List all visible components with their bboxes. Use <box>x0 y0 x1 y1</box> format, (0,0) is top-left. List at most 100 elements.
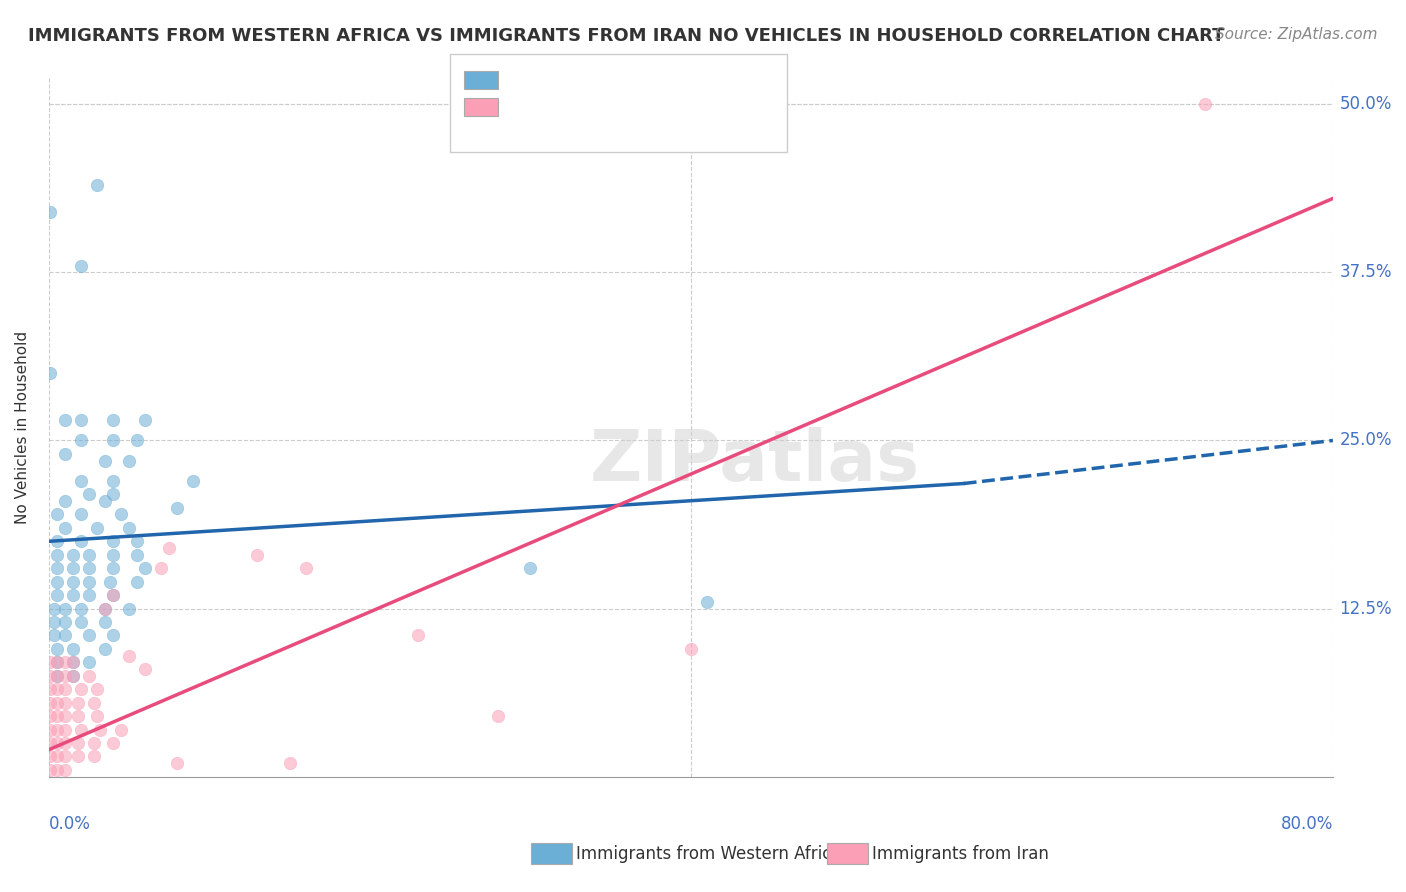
Text: 72: 72 <box>644 78 665 94</box>
Point <box>53 709 76 723</box>
Text: 37.5%: 37.5% <box>1340 263 1392 281</box>
Y-axis label: No Vehicles in Household: No Vehicles in Household <box>15 330 30 524</box>
Point <box>45 763 67 777</box>
Text: ZIPatlas: ZIPatlas <box>591 427 920 497</box>
Point <box>101 548 124 562</box>
Point <box>45 682 67 697</box>
Point <box>70 434 93 448</box>
Point <box>86 709 108 723</box>
Point <box>62 588 84 602</box>
Point <box>181 474 204 488</box>
Text: R =: R = <box>503 105 531 120</box>
Point <box>45 669 67 683</box>
Point <box>53 723 76 737</box>
Text: 12.5%: 12.5% <box>1340 599 1392 617</box>
Point <box>679 641 702 656</box>
Text: 0.068: 0.068 <box>546 78 593 94</box>
Point <box>519 561 541 575</box>
Point <box>77 574 100 589</box>
Point <box>70 601 93 615</box>
Point <box>101 588 124 602</box>
Point <box>45 574 67 589</box>
Point <box>42 628 65 642</box>
Point <box>39 656 62 670</box>
Point <box>53 696 76 710</box>
Point <box>53 494 76 508</box>
Point <box>94 601 117 615</box>
Text: 0.713: 0.713 <box>546 105 593 120</box>
Point <box>62 641 84 656</box>
Point <box>39 763 62 777</box>
Point <box>98 574 121 589</box>
Point <box>45 723 67 737</box>
Point <box>125 434 148 448</box>
Point <box>101 628 124 642</box>
Point <box>166 756 188 771</box>
Point <box>39 749 62 764</box>
Text: R =: R = <box>503 78 531 94</box>
Point <box>45 588 67 602</box>
Point <box>39 736 62 750</box>
Point <box>77 561 100 575</box>
Point <box>89 723 111 737</box>
Point <box>77 548 100 562</box>
Point <box>45 561 67 575</box>
Point <box>62 669 84 683</box>
Point <box>125 574 148 589</box>
Point <box>53 656 76 670</box>
Point <box>77 487 100 501</box>
Point <box>125 548 148 562</box>
Point <box>166 500 188 515</box>
Point <box>134 413 156 427</box>
Point <box>53 669 76 683</box>
Text: N =: N = <box>605 78 634 94</box>
Point <box>77 656 100 670</box>
Point <box>86 682 108 697</box>
Point <box>101 474 124 488</box>
Point <box>53 521 76 535</box>
Point <box>39 709 62 723</box>
Point <box>39 696 62 710</box>
Point <box>101 736 124 750</box>
Point <box>77 588 100 602</box>
Point <box>45 641 67 656</box>
Point <box>62 561 84 575</box>
Point <box>45 709 67 723</box>
Point <box>42 601 65 615</box>
Point <box>118 601 141 615</box>
Point <box>42 615 65 629</box>
Point <box>45 736 67 750</box>
Point <box>53 749 76 764</box>
Point <box>134 662 156 676</box>
Point <box>70 259 93 273</box>
Point <box>45 508 67 522</box>
Point <box>86 521 108 535</box>
Point <box>45 656 67 670</box>
Point <box>53 601 76 615</box>
Point <box>1194 97 1216 112</box>
Point <box>62 574 84 589</box>
Point <box>70 474 93 488</box>
Point <box>66 736 89 750</box>
Point <box>94 453 117 467</box>
Point <box>94 615 117 629</box>
Point <box>45 696 67 710</box>
Point <box>39 682 62 697</box>
Point <box>45 548 67 562</box>
Point <box>70 615 93 629</box>
Point <box>294 561 316 575</box>
Point <box>246 548 269 562</box>
Text: Immigrants from Iran: Immigrants from Iran <box>872 845 1049 863</box>
Point <box>62 656 84 670</box>
Point <box>110 508 132 522</box>
Point <box>486 709 509 723</box>
Point <box>86 178 108 192</box>
Text: N =: N = <box>605 105 634 120</box>
Point <box>83 749 105 764</box>
Point <box>83 736 105 750</box>
Text: 50.0%: 50.0% <box>1340 95 1392 113</box>
Text: Source: ZipAtlas.com: Source: ZipAtlas.com <box>1215 27 1378 42</box>
Point <box>118 648 141 663</box>
Point <box>53 447 76 461</box>
Point <box>53 628 76 642</box>
